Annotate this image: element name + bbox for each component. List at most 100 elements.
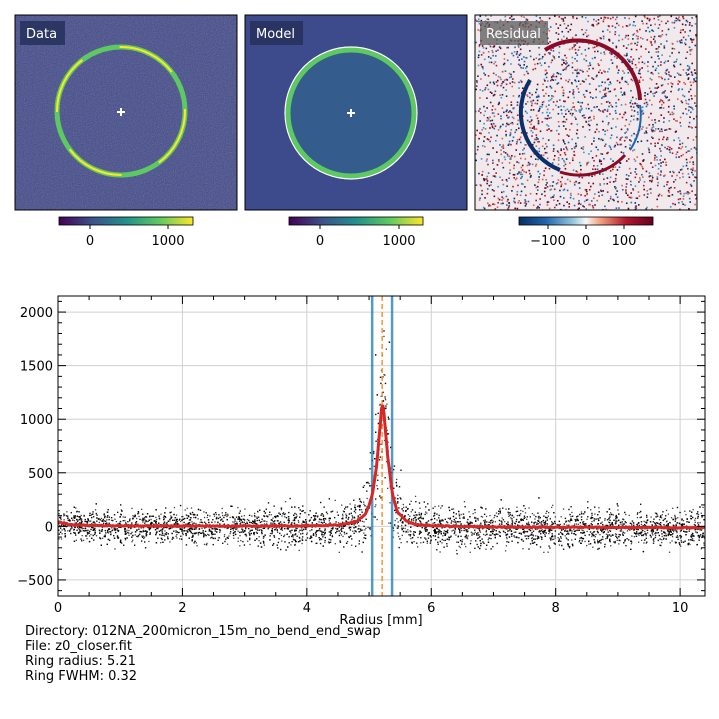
residual-noise-pixel: [633, 21, 635, 23]
scatter-point: [655, 516, 657, 518]
residual-noise-pixel: [576, 171, 579, 173]
residual-noise-pixel: [688, 98, 690, 101]
residual-noise-pixel: [520, 190, 523, 193]
residual-noise-pixel: [513, 176, 516, 179]
residual-noise-pixel: [568, 78, 571, 81]
scatter-point: [137, 536, 139, 538]
residual-noise-pixel: [613, 55, 616, 58]
scatter-point: [547, 551, 549, 553]
residual-noise-pixel: [632, 149, 634, 152]
residual-noise-pixel: [649, 179, 651, 182]
residual-noise-pixel: [526, 94, 528, 96]
residual-noise-pixel: [640, 45, 642, 48]
residual-noise-pixel: [511, 190, 513, 192]
residual-noise-pixel: [686, 51, 689, 53]
residual-noise-pixel: [630, 42, 632, 45]
residual-noise-pixel: [504, 15, 507, 18]
residual-noise-pixel: [574, 44, 577, 46]
residual-noise-pixel: [538, 107, 541, 110]
residual-noise-pixel: [521, 91, 523, 94]
residual-noise-pixel: [579, 203, 582, 206]
residual-noise-pixel: [650, 24, 652, 27]
residual-noise-pixel: [564, 67, 567, 70]
residual-noise-pixel: [542, 83, 544, 86]
residual-noise-pixel: [651, 208, 653, 210]
residual-noise-pixel: [688, 65, 691, 68]
residual-noise-pixel: [603, 95, 606, 98]
residual-noise-pixel: [625, 183, 628, 185]
residual-noise-pixel: [483, 122, 485, 125]
residual-noise-pixel: [603, 178, 605, 181]
residual-noise-pixel: [692, 163, 695, 166]
residual-noise-pixel: [679, 31, 682, 34]
residual-noise-pixel: [516, 173, 519, 175]
residual-noise-pixel: [561, 157, 564, 160]
scatter-point: [150, 518, 152, 521]
residual-noise-pixel: [496, 164, 499, 166]
residual-noise-pixel: [591, 205, 594, 207]
scatter-point: [201, 522, 204, 524]
residual-noise-pixel: [593, 46, 596, 49]
scatter-point: [325, 522, 327, 525]
residual-noise-pixel: [571, 138, 573, 141]
scatter-point: [511, 520, 514, 522]
residual-noise-pixel: [496, 151, 498, 153]
data-colorbar-tick-label: 0: [86, 234, 94, 249]
scatter-point: [281, 515, 283, 517]
residual-noise-pixel: [508, 177, 510, 180]
residual-noise-pixel: [553, 56, 555, 58]
residual-noise-pixel: [544, 80, 546, 82]
model-panel: Model 0 1000: [244, 14, 468, 249]
scatter-point: [290, 530, 292, 532]
residual-noise-pixel: [610, 104, 612, 107]
scatter-point: [67, 530, 69, 532]
residual-noise-pixel: [668, 73, 670, 76]
residual-noise-pixel: [609, 197, 612, 200]
residual-noise-pixel: [672, 43, 674, 45]
residual-noise-pixel: [658, 23, 661, 26]
residual-noise-pixel: [536, 117, 539, 120]
scatter-point: [616, 520, 618, 522]
scatter-point: [327, 541, 330, 543]
residual-noise-pixel: [685, 151, 688, 154]
residual-noise-pixel: [516, 101, 519, 104]
residual-noise-pixel: [615, 126, 617, 128]
residual-noise-pixel: [547, 28, 549, 30]
residual-noise-pixel: [669, 75, 671, 77]
residual-noise-pixel: [534, 67, 537, 70]
residual-noise-pixel: [478, 110, 480, 112]
residual-noise-pixel: [586, 162, 589, 164]
scatter-point: [426, 530, 428, 532]
residual-noise-pixel: [478, 137, 480, 140]
residual-noise-pixel: [654, 41, 656, 44]
residual-noise-pixel: [511, 18, 513, 21]
residual-noise-pixel: [548, 128, 550, 130]
scatter-point: [243, 515, 246, 517]
residual-noise-pixel: [603, 108, 606, 111]
residual-noise-pixel: [537, 110, 540, 113]
residual-noise-pixel: [678, 171, 681, 174]
residual-noise-pixel: [546, 145, 548, 148]
scatter-point: [320, 530, 323, 532]
residual-noise-pixel: [672, 64, 675, 67]
residual-noise-pixel: [630, 89, 632, 92]
residual-noise-pixel: [521, 164, 524, 167]
residual-noise-pixel: [518, 59, 521, 61]
scatter-point: [592, 546, 594, 548]
residual-noise-pixel: [486, 180, 489, 182]
scatter-point: [697, 513, 700, 516]
residual-noise-pixel: [643, 181, 646, 183]
scatter-point: [247, 540, 249, 542]
residual-noise-pixel: [592, 182, 595, 185]
residual-noise-pixel: [604, 81, 606, 84]
scatter-point: [131, 531, 133, 534]
residual-noise-pixel: [564, 167, 567, 170]
residual-noise-pixel: [592, 67, 594, 70]
residual-noise-pixel: [482, 206, 485, 209]
scatter-point: [410, 511, 412, 513]
scatter-point: [248, 532, 250, 534]
residual-noise-pixel: [512, 117, 515, 120]
residual-noise-pixel: [560, 148, 562, 150]
residual-noise-pixel: [559, 73, 562, 76]
scatter-point: [226, 515, 228, 518]
